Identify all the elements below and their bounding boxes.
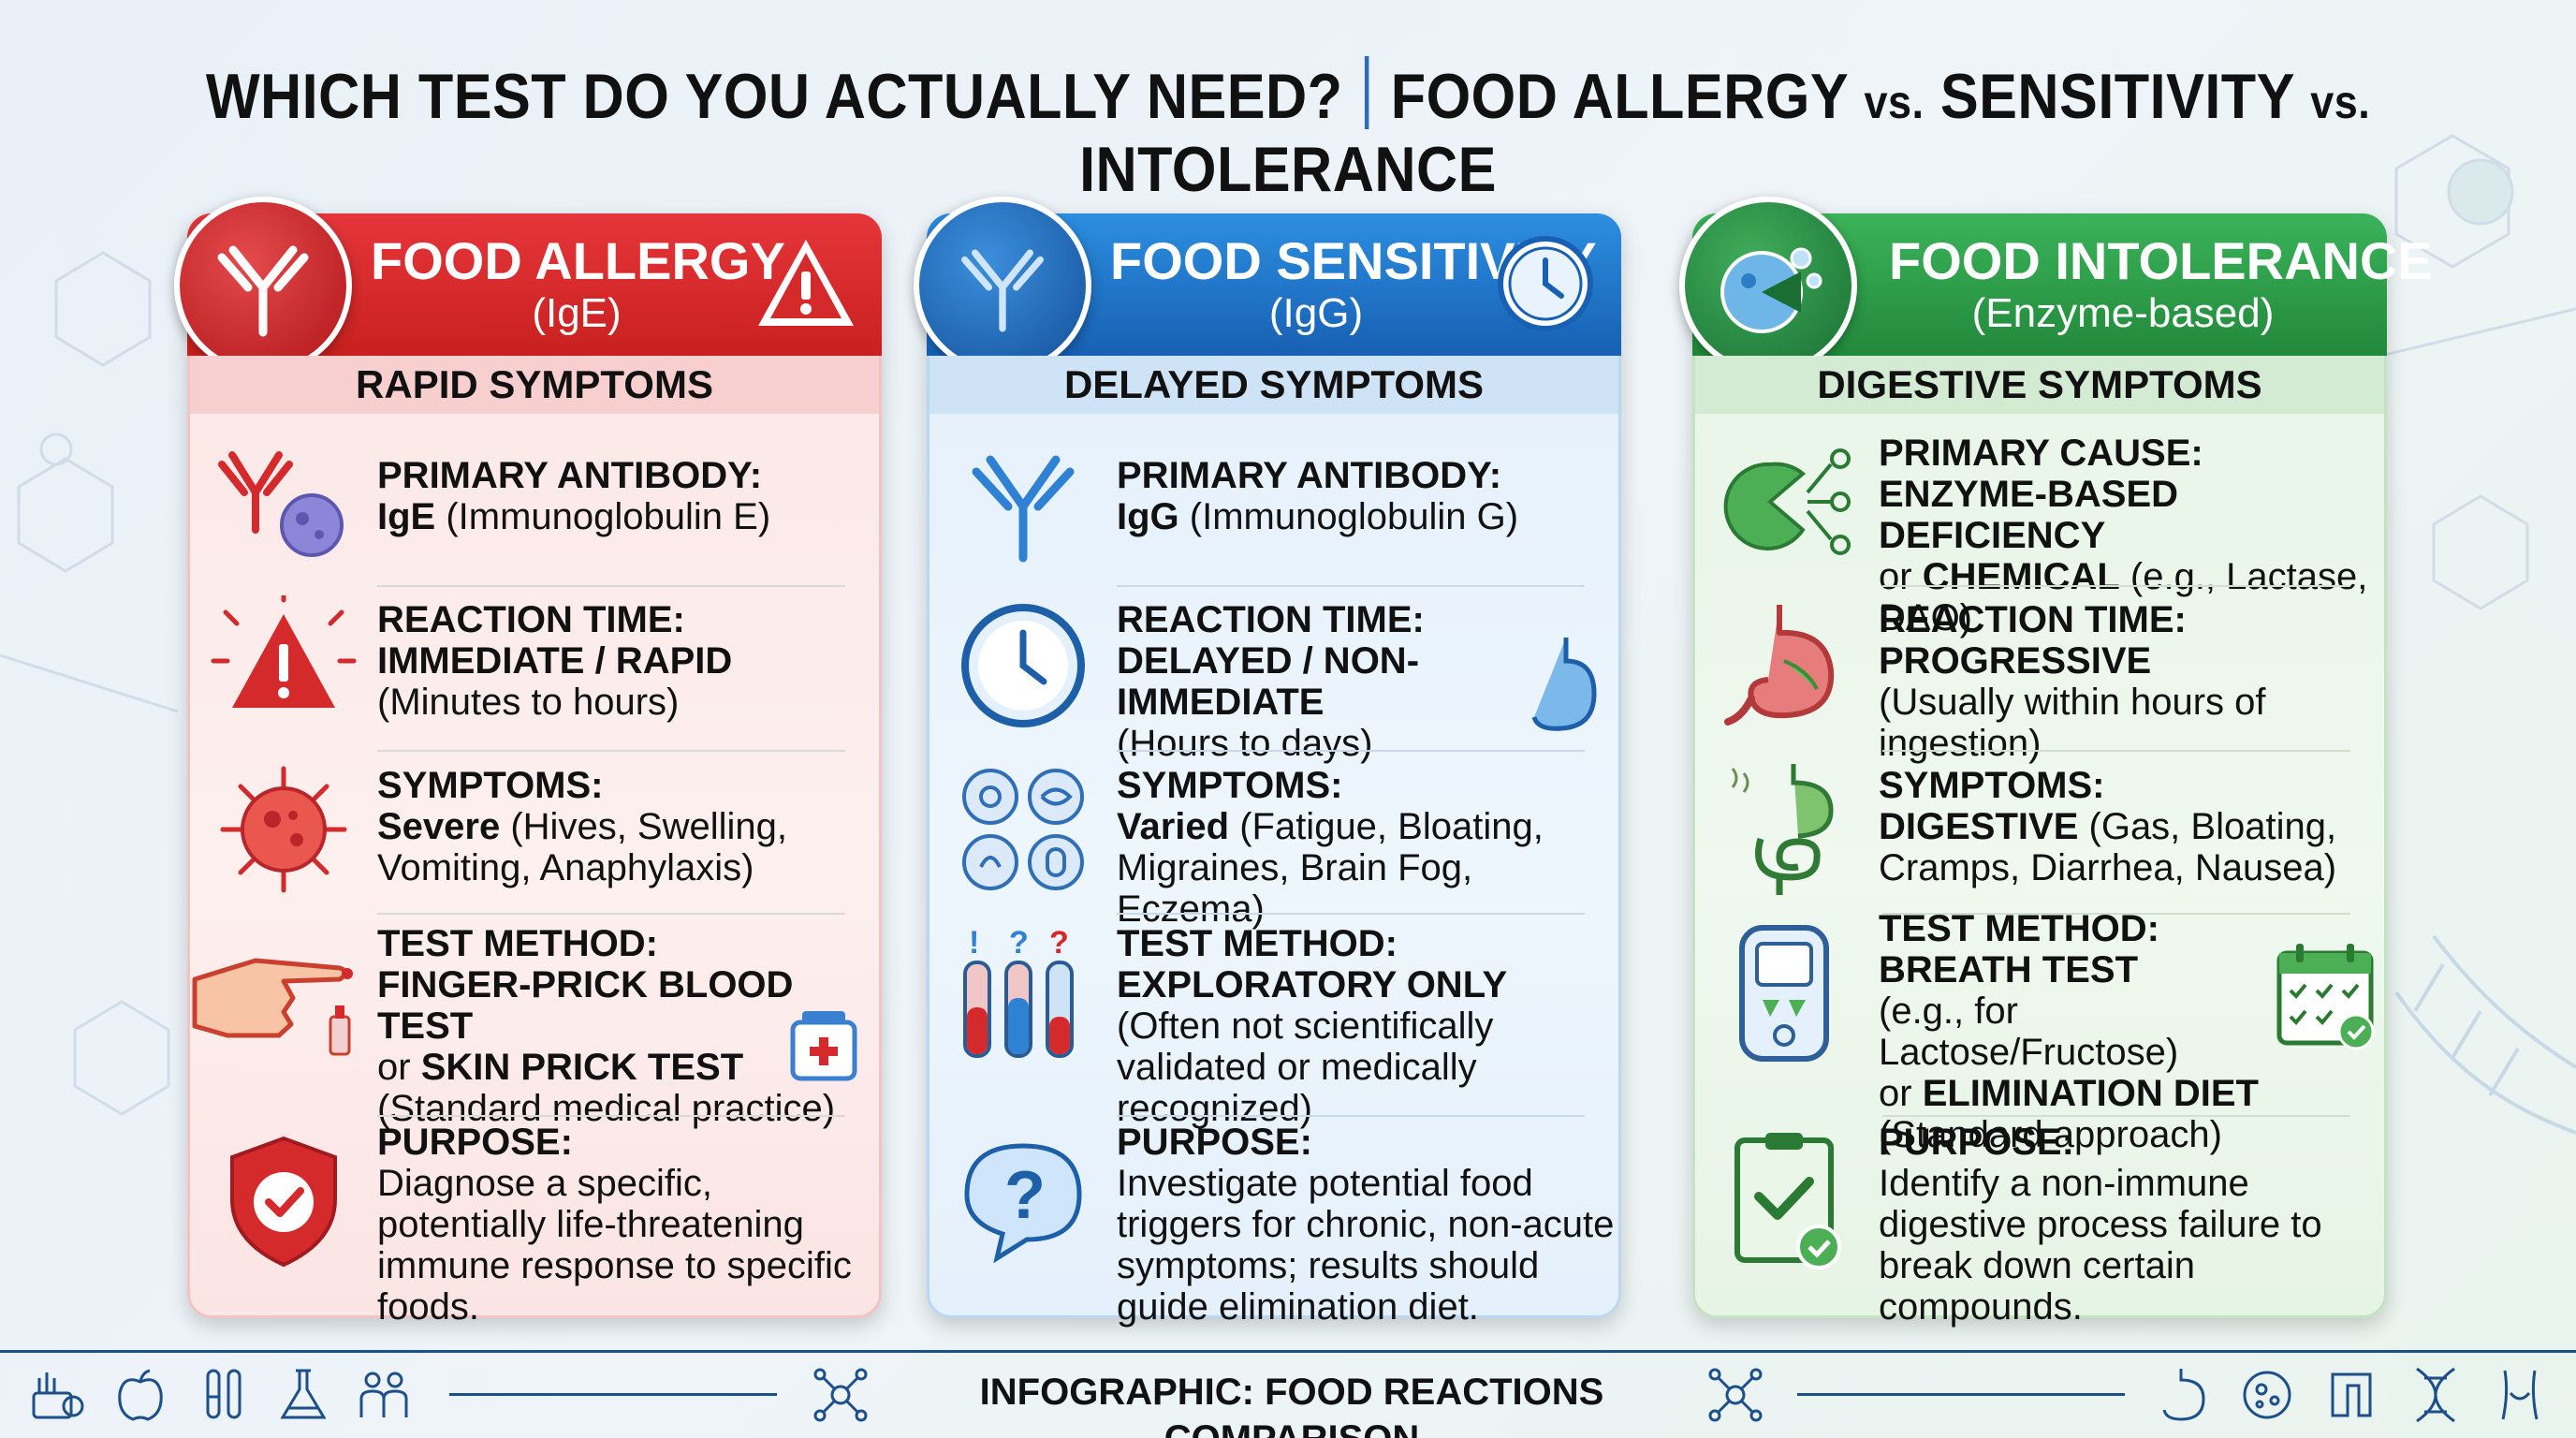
clipboard-check-icon: [1734, 1133, 1841, 1269]
title-separator: [1364, 56, 1369, 129]
test-tubes-icon: !??: [963, 925, 1074, 1058]
card-title: FOOD ALLERGY: [371, 231, 785, 290]
card-header: FOOD SENSITIVITY (IgG): [914, 197, 1621, 374]
body-icon: [2501, 1370, 2539, 1420]
enzyme-icon: [1723, 448, 1851, 555]
card-title: FOOD SENSITIVITY: [1110, 231, 1597, 290]
network-icon: [1708, 1368, 1763, 1422]
first-aid-kit-icon: [790, 1011, 857, 1081]
symptom-band: DIGESTIVE SYMPTOMS: [1695, 356, 2384, 414]
calendar-check-icon: [2276, 944, 2375, 1050]
network-icon: [813, 1368, 868, 1422]
divider: [1882, 585, 2350, 587]
card-subtitle: (Enzyme-based): [1971, 290, 2275, 336]
card-subtitle: (IgG): [1268, 290, 1364, 336]
people-icon: [359, 1372, 408, 1417]
svg-text:?: ?: [1004, 1158, 1046, 1233]
footer-title: INFOGRAPHIC: FOOD REACTIONS COMPARISON: [979, 1372, 1604, 1438]
divider: [1117, 750, 1585, 752]
stomach-icon: [2162, 1369, 2205, 1421]
enzyme-icon: [1679, 197, 1857, 374]
finger-prick-icon: [192, 958, 353, 1056]
divider: [1882, 1115, 2350, 1117]
footer-rule-right: [1797, 1393, 2125, 1396]
food-allergy-card: FOOD ALLERGY (IgE) RAPID SYMPTOMS PRIMAR…: [174, 197, 882, 1328]
card-title: FOOD INTOLERANCE: [1889, 231, 2433, 290]
svg-text:?: ?: [1049, 925, 1069, 961]
antibody-icon: [174, 197, 352, 374]
stomach-icon: [1724, 605, 1835, 726]
question-bubble-icon: ?: [964, 1143, 1082, 1264]
warning-icon: [211, 595, 357, 708]
intestine-icon: [2331, 1372, 2372, 1417]
food-icon: [32, 1372, 84, 1419]
antibody-icon: [972, 455, 1075, 563]
divider: [1882, 750, 2350, 752]
card-subtitle: (IgE): [532, 290, 622, 336]
divider: [1882, 913, 2350, 915]
divider: [1117, 585, 1585, 587]
footer-rule-left: [449, 1393, 777, 1396]
svg-text:?: ?: [1009, 925, 1029, 961]
divider: [377, 750, 845, 752]
symptom-grid-icon: [962, 769, 1084, 890]
divider: [1117, 1115, 1585, 1117]
stomach-icon: [1531, 638, 1597, 731]
antibody-cell-icon: [218, 451, 344, 557]
divider: [1117, 913, 1585, 915]
test-tube-icon: [206, 1369, 242, 1419]
footer-divider: [0, 1350, 2576, 1353]
food-intolerance-card: FOOD INTOLERANCE (Enzyme-based) DIGESTIV…: [1679, 197, 2433, 1328]
divider: [377, 585, 845, 587]
dna-icon: [2416, 1367, 2455, 1423]
cell-icon: [2243, 1371, 2291, 1419]
card-header: FOOD INTOLERANCE (Enzyme-based): [1679, 197, 2433, 374]
breath-tester-icon: [1739, 925, 1829, 1062]
apple-icon: [118, 1369, 163, 1421]
divider: [377, 1115, 845, 1117]
svg-text:!: !: [969, 925, 979, 961]
symptom-band: DELAYED SYMPTOMS: [929, 356, 1618, 414]
card-header: FOOD ALLERGY (IgE): [174, 197, 882, 374]
digestive-tract-icon: [1731, 764, 1834, 895]
clock-icon: [1498, 236, 1593, 331]
symptom-band: RAPID SYMPTOMS: [190, 356, 879, 414]
shield-check-icon: [230, 1136, 337, 1268]
virus-icon: [220, 766, 347, 893]
clock-icon: [961, 604, 1085, 727]
page-title: WHICH TEST DO YOU ACTUALLY NEED? FOOD ALL…: [129, 56, 2448, 206]
antibody-icon: [914, 197, 1091, 374]
divider: [377, 913, 845, 915]
food-sensitivity-card: FOOD SENSITIVITY (IgG) DELAYED SYMPTOMS …: [914, 197, 1621, 1328]
flask-icon: [280, 1369, 327, 1419]
warning-icon: [758, 240, 854, 326]
